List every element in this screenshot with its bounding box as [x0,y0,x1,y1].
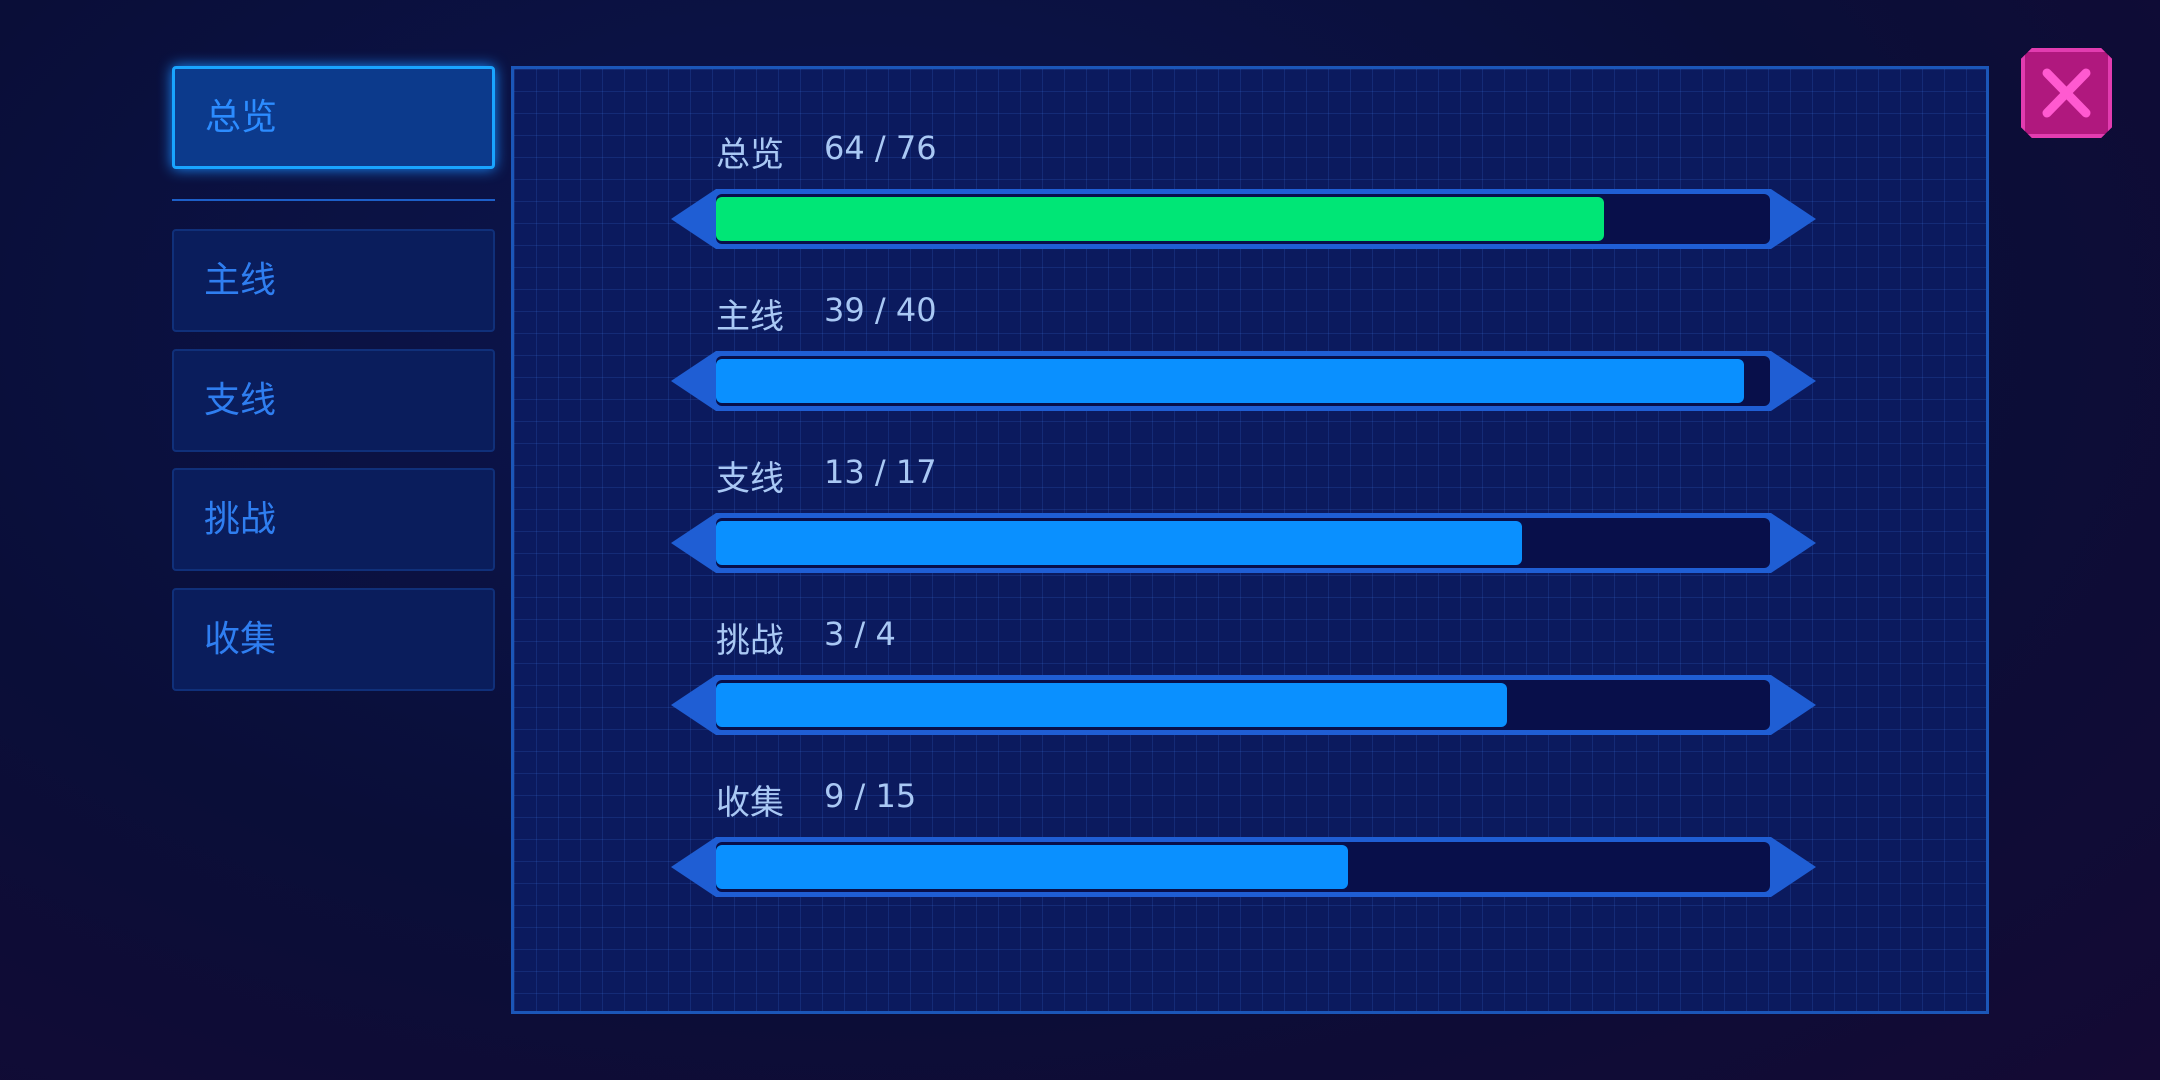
progress-bar [671,513,1816,573]
row-label: 支线 [716,459,784,499]
progress-track [716,680,1770,730]
progress-fill [716,359,1744,403]
row-label: 总览 [716,135,784,175]
progress-bar [671,837,1816,897]
row-label: 收集 [716,783,784,823]
progress-track [716,356,1770,406]
progress-fill [716,683,1507,727]
progress-fill [716,521,1522,565]
row-progress: 13 / 17 [824,453,937,491]
row-label: 主线 [716,297,784,337]
progress-track [716,518,1770,568]
tab[interactable]: 支线 [172,349,495,452]
row-progress: 39 / 40 [824,291,937,329]
progress-bar [671,189,1816,249]
close-icon [2042,68,2091,118]
progress-fill [716,845,1348,889]
tab[interactable]: 挑战 [172,468,495,571]
row-progress: 64 / 76 [824,129,937,167]
progress-bar [671,675,1816,735]
tab[interactable]: 主线 [172,229,495,332]
row-progress: 3 / 4 [824,615,896,653]
progress-fill [716,197,1604,241]
progress-track [716,842,1770,892]
tab[interactable]: 总览 [172,66,495,169]
progress-track [716,194,1770,244]
divider [172,199,495,201]
tab[interactable]: 收集 [172,588,495,691]
close-button[interactable] [2021,48,2112,138]
progress-bar [671,351,1816,411]
row-progress: 9 / 15 [824,777,917,815]
row-label: 挑战 [716,621,784,661]
